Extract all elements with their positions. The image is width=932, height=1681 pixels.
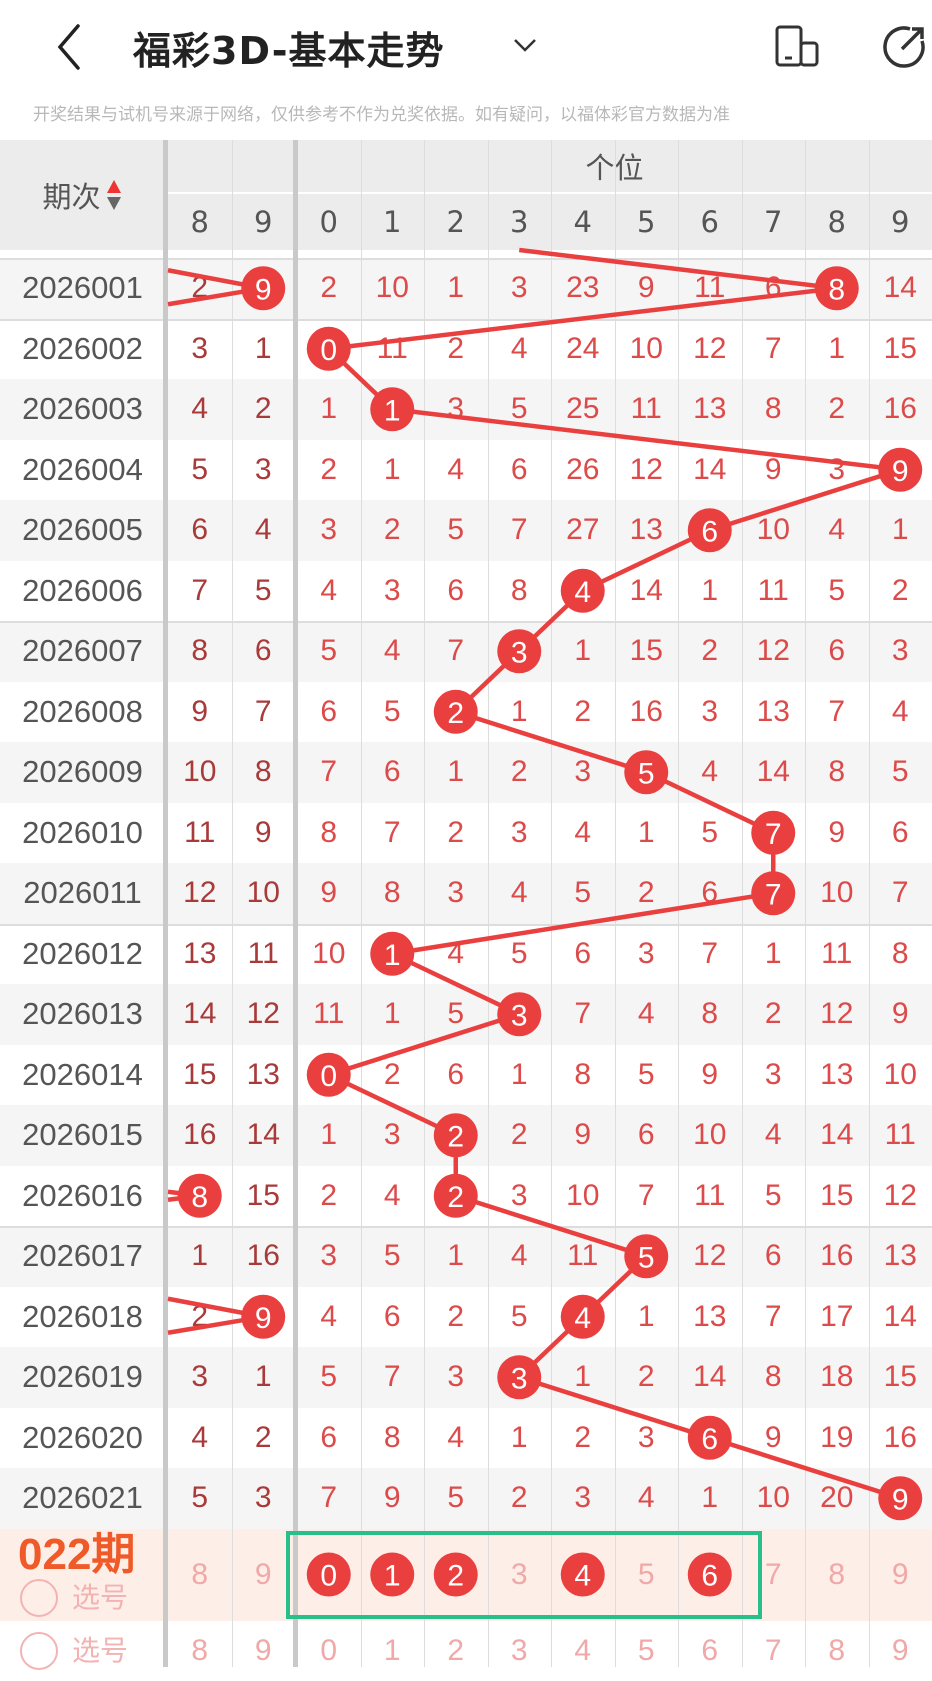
hit-ball-number: 5 [638,1241,655,1274]
hit-ball-number: 0 [320,334,337,367]
pick-number[interactable]: 3 [488,1621,552,1681]
trend-line [710,470,901,531]
hit-ball-number: 8 [828,273,845,306]
pick-number[interactable]: 9 [869,1529,932,1621]
hit-ball-number: 3 [511,999,528,1032]
page-title[interactable]: 福彩3D-基本走势 [133,20,444,75]
hit-ball-number: 4 [574,1302,591,1335]
issue-overlay-label: 022期 [18,1531,135,1579]
pick-number[interactable]: 1 [361,1621,425,1681]
trend-line [519,1377,710,1438]
hit-ball-number: 9 [255,273,272,306]
hit-ball-number: 2 [447,1120,464,1153]
pick-number[interactable]: 2 [424,1621,488,1681]
disclaimer-text: 开奖结果与试机号来源于网络，仅供参考不作为兑奖依据。如有疑问，以福体彩官方数据为… [33,100,932,125]
trend-line [519,250,837,288]
trend-line [329,288,837,349]
hit-ball-number: 2 [447,1181,464,1214]
hit-ball-number: 1 [384,394,401,427]
hit-ball-number: 9 [255,1302,272,1335]
trend-line [329,1014,520,1075]
trend-line [710,1438,901,1499]
pick-label[interactable]: 选号 [72,1581,128,1615]
trend-line [456,712,647,773]
pick-number[interactable]: 8 [805,1621,869,1681]
hit-ball-number: 8 [191,1181,208,1214]
pick-number[interactable]: 9 [869,1621,932,1681]
trend-line [392,893,773,954]
chevron-down-icon[interactable] [510,30,540,60]
pick-number[interactable]: 8 [805,1529,869,1621]
pick-number[interactable]: 5 [615,1621,679,1681]
hit-ball-number: 3 [511,1362,528,1395]
pick-number[interactable]: 6 [678,1621,742,1681]
hit-ball-number: 6 [701,1423,718,1456]
trend-line [392,409,900,470]
trend-line [456,1196,647,1257]
hit-ball-number: 2 [447,697,464,730]
hit-ball-number: 1 [384,939,401,972]
phone-icon[interactable] [775,25,819,67]
pick-number[interactable]: 7 [742,1621,806,1681]
pick-radio[interactable] [20,1632,58,1670]
hit-ball-number: 7 [765,818,782,851]
hit-ball-number: 9 [892,455,909,488]
pick-radio[interactable] [20,1579,58,1617]
pick-number[interactable]: 8 [168,1621,232,1681]
hit-ball-number: 9 [892,1483,909,1516]
hit-ball-number: 6 [701,515,718,548]
hit-ball-number: 0 [320,1060,337,1093]
pick-number[interactable]: 8 [168,1529,232,1621]
hit-ball-number: 3 [511,636,528,669]
hit-ball-number: 5 [638,757,655,790]
pick-label[interactable]: 选号 [72,1634,128,1668]
pick-number[interactable]: 4 [551,1621,615,1681]
pick-number[interactable]: 9 [232,1621,296,1681]
hit-ball-number: 7 [765,878,782,911]
pick-number[interactable]: 0 [297,1621,361,1681]
hit-ball-number: 4 [574,576,591,609]
highlight-box [286,1531,762,1619]
share-icon[interactable] [880,25,932,69]
top-bar: 福彩3D-基本走势 [0,0,932,90]
back-icon[interactable] [50,22,90,72]
